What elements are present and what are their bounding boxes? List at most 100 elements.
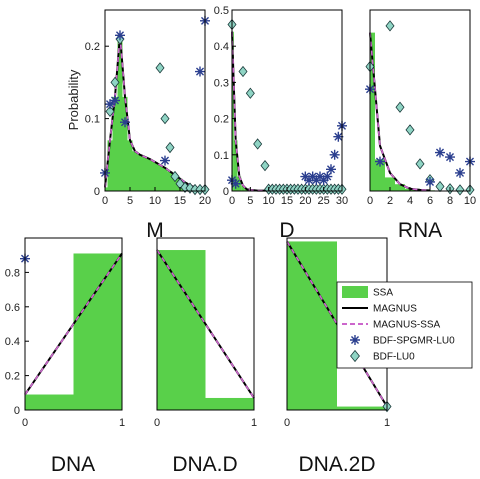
bdf-lu0-point xyxy=(105,105,115,118)
legend: SSA MAGNUS MAGNUS-SSA BDF-SPGMR-LU0 BDF-LU0 xyxy=(336,281,473,369)
bdf-spgmr-point xyxy=(160,155,170,166)
legend-swatch-ssa xyxy=(342,286,368,298)
axes-frame xyxy=(156,237,255,411)
ssa-bar xyxy=(370,32,375,191)
bdf-lu0-point xyxy=(170,170,180,183)
x-tick-label: 10 xyxy=(464,195,476,207)
ssa-bar xyxy=(241,185,245,191)
ssa-bar xyxy=(167,171,173,191)
x-tick-label: 1 xyxy=(384,417,390,429)
x-tick-label: 0 xyxy=(229,195,235,207)
x-tick-label: 0 xyxy=(102,195,108,207)
x-tick-label: 20 xyxy=(199,195,211,207)
bdf-spgmr-point xyxy=(315,171,325,182)
legend-item: BDF-LU0 xyxy=(350,349,415,363)
plot-area xyxy=(232,10,342,191)
ssa-bar xyxy=(205,397,254,410)
bdf-lu0-point xyxy=(253,138,263,150)
bdf-lu0-point xyxy=(165,141,175,154)
bdf-spgmr-point xyxy=(425,176,435,187)
ssa-bar xyxy=(337,406,387,410)
ssa-bar xyxy=(152,162,158,191)
axes-frame xyxy=(369,9,471,192)
x-tick-label: 20 xyxy=(299,195,311,207)
bdf-lu0-point xyxy=(238,65,248,78)
ssa-bar xyxy=(25,394,74,410)
ssa-bar xyxy=(137,154,143,191)
magnus-ssa-line xyxy=(369,32,431,192)
y-tick-label: 0.3 xyxy=(214,77,229,89)
bdf-spgmr-point xyxy=(435,147,445,158)
x-tick-label: 10 xyxy=(263,195,275,207)
x-tick-label: 5 xyxy=(127,195,133,207)
ssa-bar xyxy=(385,177,395,191)
y-tick-label: 0 xyxy=(94,186,100,198)
y-tick-label: 0.1 xyxy=(85,114,100,126)
panel-title: DNA xyxy=(51,453,95,476)
y-tick-label: 0 xyxy=(14,405,20,417)
bdf-lu0-point xyxy=(385,20,395,32)
bdf-lu0-point xyxy=(415,158,425,170)
ssa-bar xyxy=(112,96,118,191)
magnus-ssa-line xyxy=(156,249,255,399)
ssa-bar xyxy=(127,140,133,191)
legend-item: BDF-SPGMR-LU0 xyxy=(350,335,455,347)
panel-title: DNA.2D xyxy=(298,453,375,476)
bdf-lu0-point xyxy=(245,87,255,99)
legend-label: MAGNUS xyxy=(373,304,417,315)
panel-title: M xyxy=(146,219,164,242)
bdf-spgmr-point xyxy=(445,152,455,163)
bdf-spgmr-point xyxy=(311,175,322,186)
bdf-spgmr-point xyxy=(115,30,125,41)
ssa-bar xyxy=(395,184,405,191)
bdf-spgmr-point xyxy=(375,156,385,167)
ssa-bar xyxy=(287,241,337,410)
bdf-spgmr-point xyxy=(333,131,344,142)
y-tick-label: 0.4 xyxy=(214,41,229,53)
x-tick-label: 8 xyxy=(447,195,453,207)
bdf-spgmr-point xyxy=(329,149,340,160)
x-tick-label: 0 xyxy=(284,417,290,429)
magnus-ssa-line xyxy=(24,253,123,395)
y-tick-label: 0.2 xyxy=(214,114,229,126)
panel-title: DNA.D xyxy=(172,453,237,476)
x-tick-label: 15 xyxy=(174,195,186,207)
x-tick-label: 1 xyxy=(251,417,257,429)
legend-swatch-bdf-lu0 xyxy=(350,349,360,363)
x-tick-label: 0 xyxy=(22,417,28,429)
ssa-bar xyxy=(157,250,206,410)
y-tick-label: 0.4 xyxy=(5,336,20,348)
magnus-ssa-line xyxy=(104,35,206,191)
bdf-spgmr-point xyxy=(300,171,311,182)
bdf-spgmr-point xyxy=(195,66,205,77)
panel-title: D xyxy=(279,219,294,242)
bdf-spgmr-point xyxy=(455,167,465,178)
x-tick-label: 2 xyxy=(387,195,393,207)
x-tick-label: 15 xyxy=(281,195,293,207)
panel-title: RNA xyxy=(398,219,442,242)
ssa-bar xyxy=(105,187,108,191)
y-tick-label: 0.2 xyxy=(85,41,100,53)
ssa-bar xyxy=(73,253,122,410)
ssa-bar xyxy=(147,159,153,191)
bdf-spgmr-point xyxy=(318,175,329,186)
legend-label: MAGNUS-SSA xyxy=(373,320,441,331)
legend-item: MAGNUS-SSA xyxy=(342,320,441,331)
ssa-bar xyxy=(233,140,238,191)
ssa-bar xyxy=(122,96,128,191)
ssa-bar xyxy=(162,167,168,191)
ssa-bar xyxy=(375,159,385,191)
legend-label: BDF-SPGMR-LU0 xyxy=(373,336,455,347)
panel-dna-d: 0 1 DNA.D xyxy=(154,237,257,476)
x-tick-label: 0 xyxy=(154,417,160,429)
x-tick-label: 5 xyxy=(247,195,253,207)
legend-item: SSA xyxy=(342,286,393,299)
bdf-lu0-point xyxy=(110,76,120,89)
legend-label: BDF-LU0 xyxy=(373,352,415,363)
panel-dna: 0 1 0 0.2 0.4 0.6 0.8 DNA xyxy=(5,237,125,476)
ssa-bar xyxy=(232,31,234,191)
ssa-bar xyxy=(157,164,163,191)
bdf-lu0-point xyxy=(155,62,165,74)
